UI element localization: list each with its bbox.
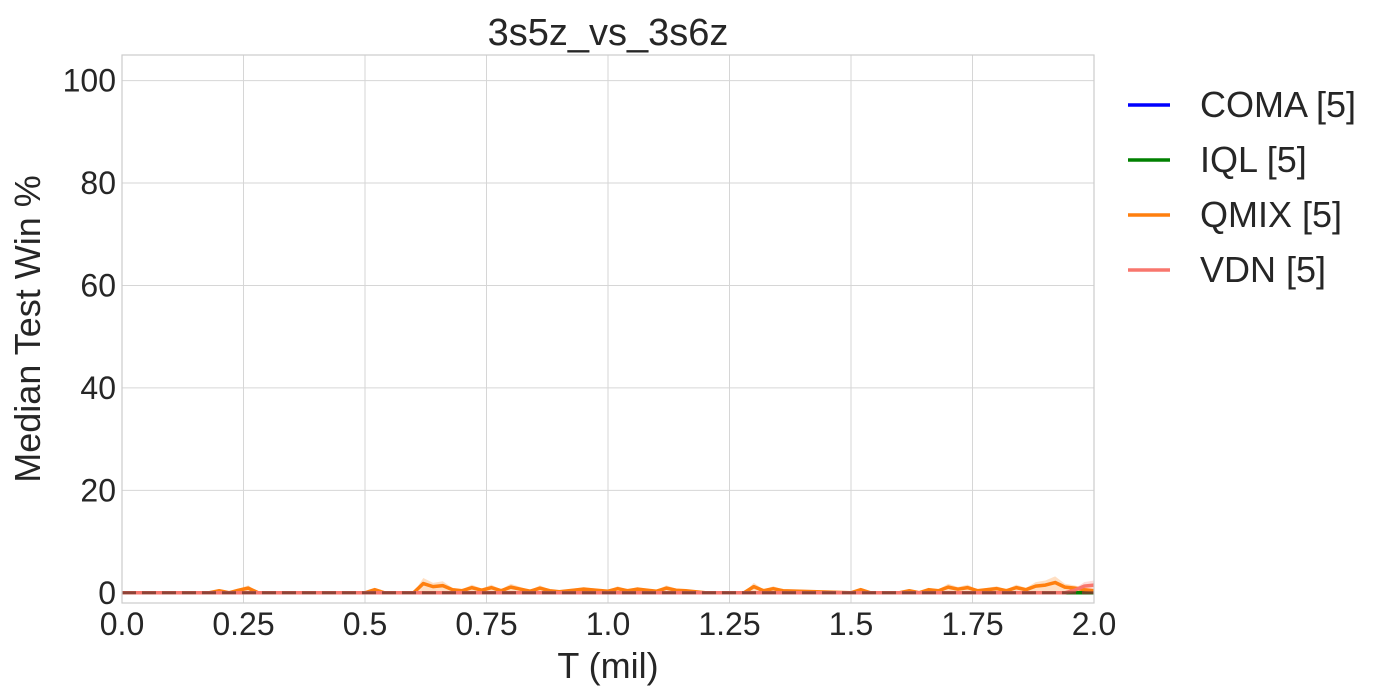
plot-frame — [121, 54, 1095, 604]
x-tick-label: 1.5 — [829, 606, 873, 642]
y-axis-label: Median Test Win % — [7, 175, 48, 482]
y-tick-label: 20 — [80, 472, 116, 508]
x-tick-label: 1.25 — [698, 606, 760, 642]
legend-label-iql-5: IQL [5] — [1200, 139, 1307, 180]
legend-label-vdn-5: VDN [5] — [1200, 249, 1326, 290]
legend: COMA [5] IQL [5] QMIX [5] VDN [5] — [1128, 84, 1356, 290]
x-tick-label: 2.0 — [1072, 606, 1116, 642]
y-tick-label: 60 — [80, 267, 116, 303]
y-tick-label: 80 — [80, 165, 116, 201]
x-tick-label: 0.25 — [212, 606, 274, 642]
x-tick-label: 0.75 — [455, 606, 517, 642]
y-tick-label: 0 — [98, 575, 116, 611]
legend-label-coma-5: COMA [5] — [1200, 84, 1356, 125]
chart-title: 3s5z_vs_3s6z — [488, 12, 729, 54]
y-tick-label: 100 — [63, 63, 116, 99]
grid — [121, 55, 1095, 603]
tick-labels: 0.0 0.25 0.5 0.75 1.0 1.25 1.5 1.75 2.0 0 20 40 60 80… — [63, 63, 1117, 642]
y-tick-label: 40 — [80, 370, 116, 406]
x-tick-label: 0.0 — [100, 606, 144, 642]
series-lines — [122, 580, 1095, 595]
x-tick-label: 0.5 — [343, 606, 387, 642]
series-line-qmix-5 — [122, 580, 1095, 595]
x-tick-label: 1.75 — [941, 606, 1003, 642]
x-axis-label: T (mil) — [557, 645, 658, 686]
legend-label-qmix-5: QMIX [5] — [1200, 194, 1342, 235]
x-tick-label: 1.0 — [586, 606, 630, 642]
